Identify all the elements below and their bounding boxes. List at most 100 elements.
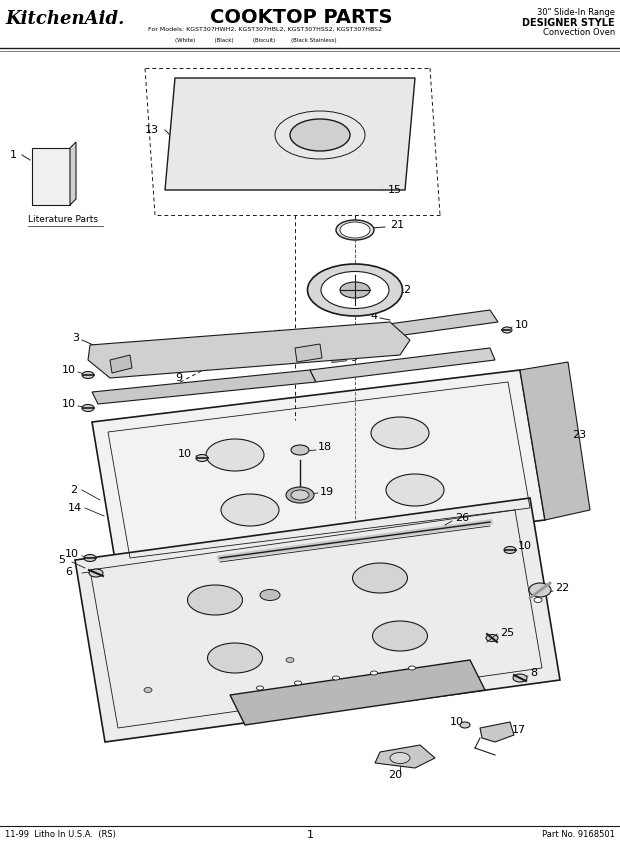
Ellipse shape xyxy=(89,569,103,577)
Ellipse shape xyxy=(336,220,374,240)
Text: 23: 23 xyxy=(572,430,586,440)
Ellipse shape xyxy=(502,327,512,333)
Ellipse shape xyxy=(534,597,542,603)
Ellipse shape xyxy=(529,583,551,597)
Text: 7: 7 xyxy=(305,331,312,341)
Ellipse shape xyxy=(290,119,350,151)
Text: DESIGNER STYLE: DESIGNER STYLE xyxy=(523,18,615,28)
Polygon shape xyxy=(32,148,70,205)
Ellipse shape xyxy=(460,722,470,728)
Ellipse shape xyxy=(504,546,516,554)
Ellipse shape xyxy=(513,674,527,682)
Ellipse shape xyxy=(353,563,407,593)
Text: 26: 26 xyxy=(455,513,469,523)
Polygon shape xyxy=(192,348,207,359)
Text: 10: 10 xyxy=(65,549,79,559)
Ellipse shape xyxy=(386,474,444,506)
Ellipse shape xyxy=(206,439,264,471)
Polygon shape xyxy=(164,348,179,358)
Text: Convection Oven: Convection Oven xyxy=(542,28,615,37)
Text: 3: 3 xyxy=(72,333,79,343)
Text: 12: 12 xyxy=(398,285,412,295)
Polygon shape xyxy=(92,370,545,572)
Text: 14: 14 xyxy=(68,503,82,513)
Ellipse shape xyxy=(208,643,262,673)
Ellipse shape xyxy=(294,681,301,685)
Text: 20: 20 xyxy=(388,770,402,780)
Text: 10: 10 xyxy=(178,449,192,459)
Ellipse shape xyxy=(291,490,309,500)
Ellipse shape xyxy=(82,405,94,412)
Text: 1: 1 xyxy=(306,830,314,840)
Text: KitchenAid.: KitchenAid. xyxy=(5,10,125,28)
Polygon shape xyxy=(220,349,235,360)
Text: 17: 17 xyxy=(512,725,526,735)
Polygon shape xyxy=(75,498,560,742)
Text: 10: 10 xyxy=(62,399,76,409)
Ellipse shape xyxy=(390,752,410,764)
Polygon shape xyxy=(520,362,590,520)
Ellipse shape xyxy=(82,372,94,378)
Text: 6: 6 xyxy=(65,567,72,577)
Text: (White)           (Black)           (Biscuit)         (Black Stainless): (White) (Black) (Biscuit) (Black Stainle… xyxy=(175,38,337,43)
Polygon shape xyxy=(248,350,263,360)
Polygon shape xyxy=(480,722,514,742)
Text: 30" Slide-In Range: 30" Slide-In Range xyxy=(537,8,615,17)
Text: 4: 4 xyxy=(370,311,377,321)
Text: 1: 1 xyxy=(10,150,17,160)
Polygon shape xyxy=(295,344,322,362)
Text: 19: 19 xyxy=(320,487,334,497)
Text: 9: 9 xyxy=(350,353,357,363)
Text: 11-99  Litho In U.S.A.  (RS): 11-99 Litho In U.S.A. (RS) xyxy=(5,830,116,839)
Ellipse shape xyxy=(321,271,389,308)
Text: 18: 18 xyxy=(318,442,332,452)
Text: 13: 13 xyxy=(145,125,159,135)
Polygon shape xyxy=(165,78,415,190)
Polygon shape xyxy=(136,347,151,356)
Ellipse shape xyxy=(371,671,378,675)
Polygon shape xyxy=(110,355,132,373)
Text: 25: 25 xyxy=(500,628,514,638)
Ellipse shape xyxy=(187,585,242,615)
Polygon shape xyxy=(332,353,347,363)
Ellipse shape xyxy=(308,264,402,316)
Ellipse shape xyxy=(196,455,208,461)
Text: COOKTOP PARTS: COOKTOP PARTS xyxy=(210,8,392,27)
Text: 22: 22 xyxy=(555,583,569,593)
Ellipse shape xyxy=(286,657,294,663)
Ellipse shape xyxy=(486,634,498,641)
Polygon shape xyxy=(360,310,498,340)
Text: 9: 9 xyxy=(175,373,182,383)
Text: 10: 10 xyxy=(450,717,464,727)
Ellipse shape xyxy=(286,487,314,503)
Text: 21: 21 xyxy=(390,220,404,230)
Ellipse shape xyxy=(340,282,370,298)
Ellipse shape xyxy=(221,494,279,526)
Text: Literature Parts: Literature Parts xyxy=(28,215,98,224)
Ellipse shape xyxy=(373,621,428,651)
Polygon shape xyxy=(310,348,495,382)
Ellipse shape xyxy=(371,417,429,449)
Polygon shape xyxy=(375,745,435,768)
Ellipse shape xyxy=(409,666,415,670)
Text: 24: 24 xyxy=(548,440,562,450)
Ellipse shape xyxy=(260,590,280,601)
Text: 5: 5 xyxy=(58,555,65,565)
Ellipse shape xyxy=(332,676,340,680)
Polygon shape xyxy=(276,351,291,361)
Ellipse shape xyxy=(340,222,370,238)
Text: For Models: KGST307HWH2, KGST307HBL2, KGST307HSS2, KGST307HBS2: For Models: KGST307HWH2, KGST307HBL2, KG… xyxy=(148,27,382,32)
Ellipse shape xyxy=(144,687,152,693)
Text: 10: 10 xyxy=(62,365,76,375)
Text: 8: 8 xyxy=(530,668,537,678)
Ellipse shape xyxy=(291,445,309,455)
Ellipse shape xyxy=(84,555,96,562)
Polygon shape xyxy=(230,660,485,725)
Text: Part No. 9168501: Part No. 9168501 xyxy=(542,830,615,839)
Polygon shape xyxy=(92,370,316,404)
Text: 2: 2 xyxy=(70,485,77,495)
Polygon shape xyxy=(70,142,76,205)
Text: 10: 10 xyxy=(518,541,532,551)
Text: 10: 10 xyxy=(515,320,529,330)
Text: 15: 15 xyxy=(388,185,402,195)
